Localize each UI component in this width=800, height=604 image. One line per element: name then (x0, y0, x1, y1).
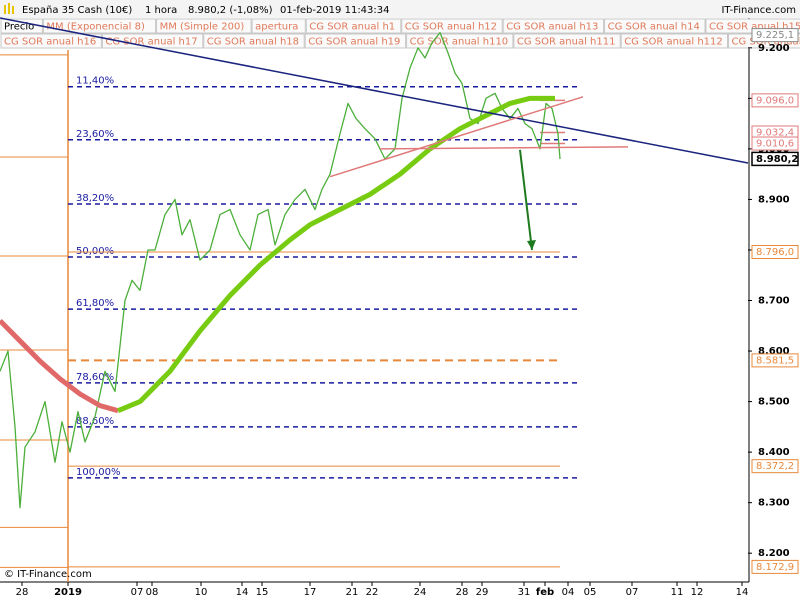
x-tick-label: 05 (584, 587, 597, 598)
fib-label: 61,80% (76, 298, 114, 309)
x-tick-label: 31 (518, 587, 531, 598)
price-tag-label: 8.581,5 (756, 355, 794, 366)
x-tick-label: 07 (626, 587, 639, 598)
y-tick-label: 8.500 (758, 397, 790, 408)
chart-title: España 35 Cash (10€) (22, 5, 132, 16)
legend-entry: CG SOR anual h110 (410, 37, 509, 48)
x-tick-label: 2019 (54, 587, 82, 598)
x-tick-label: 14 (236, 587, 249, 598)
x-tick-label: 24 (414, 587, 427, 598)
x-tick-label: 04 (562, 587, 575, 598)
y-tick-label: 8.200 (758, 548, 790, 559)
x-tick-label: 14 (736, 587, 749, 598)
price-tag-label: 9.096,0 (756, 95, 794, 106)
fib-label: 38,20% (76, 193, 114, 204)
copyright: © IT-Finance.com (4, 569, 92, 580)
price-tag-label: 8.172,9 (756, 562, 794, 573)
price-tag-label: 8.372,2 (756, 461, 794, 472)
legend-entry: CG SOR anual h14 (608, 22, 700, 33)
last-quote: 8.980,2 (-1,08%) (188, 5, 273, 16)
x-tick-label: 10 (195, 587, 208, 598)
legend-entry: MM (Simple 200) (160, 22, 245, 33)
price-tag-label: 9.010,6 (756, 139, 794, 150)
x-tick-label: 15 (256, 587, 269, 598)
y-tick-label: 8.400 (758, 447, 790, 458)
y-tick-label: 8.900 (758, 194, 790, 205)
legend-entry: CG SOR anual h19 (308, 37, 400, 48)
legend-entry: CG SOR anual h18 (207, 37, 299, 48)
legend-entry: MM (Exponencial 8) (46, 22, 145, 33)
legend-entry: CG SOR anual h111 (517, 37, 616, 48)
legend-entry: CG SOR anual h112 (624, 37, 723, 48)
x-tick-label: 28 (456, 587, 469, 598)
y-tick-label: 8.700 (758, 296, 790, 307)
interval: 1 hora (145, 5, 177, 16)
x-tick-label: 17 (304, 587, 317, 598)
legend-entry: CG SOR anual h16 (4, 37, 96, 48)
price-tag-label: 9.225,1 (756, 30, 794, 41)
x-tick-label: 22 (366, 587, 379, 598)
brand: IT-Finance.com (721, 5, 796, 16)
fib-label: 23,60% (76, 129, 114, 140)
fib-label: 100,00% (76, 467, 121, 478)
x-tick-label: 29 (476, 587, 489, 598)
legend-entry: CG SOR anual h1 (309, 22, 395, 33)
x-tick-label: 12 (691, 587, 704, 598)
x-tick-label: 07 (131, 587, 144, 598)
fib-label: 11,40% (76, 76, 114, 87)
x-tick-label: feb (536, 587, 554, 598)
legend-entry: CG SOR anual h13 (506, 22, 598, 33)
x-tick-label: 28 (16, 587, 29, 598)
legend-entry: CG SOR anual h17 (105, 37, 197, 48)
y-tick-label: 8.300 (758, 498, 790, 509)
x-tick-label: 08 (146, 587, 159, 598)
x-tick-label: 11 (671, 587, 684, 598)
price-tag-label: 8.980,2 (756, 154, 798, 165)
price-tag-label: 8.796,0 (756, 247, 794, 258)
timestamp: 01-feb-2019 11:43:34 (280, 5, 390, 16)
legend-entry: apertura (255, 22, 298, 33)
legend-entry: CG SOR anual h12 (405, 22, 497, 33)
y-tick-label: 9.200 (758, 43, 790, 54)
x-tick-label: 21 (346, 587, 359, 598)
